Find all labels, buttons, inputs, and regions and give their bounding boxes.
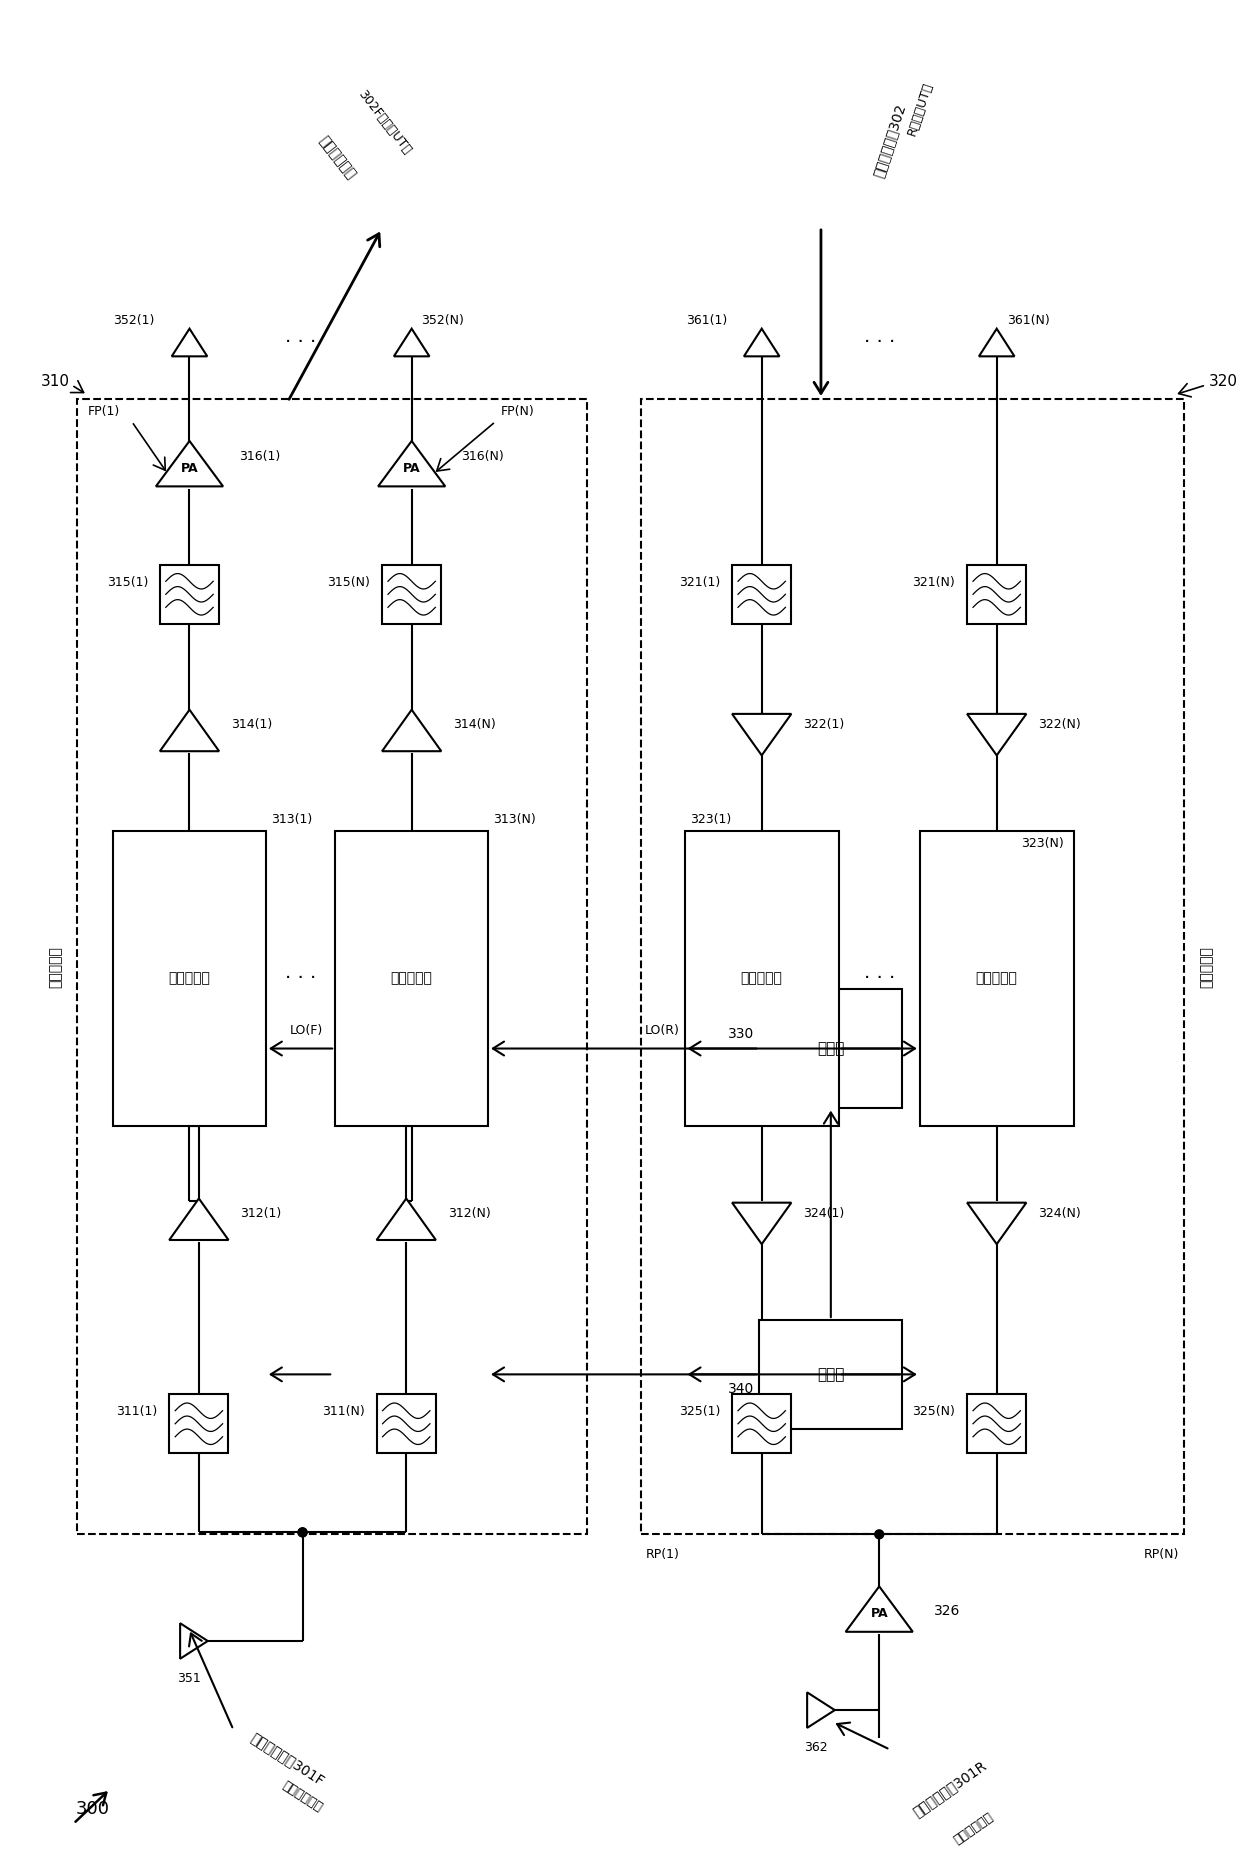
Text: 310: 310 (41, 373, 69, 388)
Text: 321(1): 321(1) (680, 577, 720, 590)
Bar (113, 830, 267, 1125)
Polygon shape (378, 440, 445, 487)
Text: 311(N): 311(N) (322, 1405, 365, 1418)
Text: 325(N): 325(N) (913, 1405, 955, 1418)
Text: 返回服务链路302: 返回服务链路302 (872, 101, 909, 179)
Bar (920, 830, 1074, 1125)
Bar (732, 1394, 791, 1454)
Bar (732, 565, 791, 623)
Text: LO(F): LO(F) (290, 1024, 324, 1037)
Bar (641, 399, 1184, 1534)
Bar (759, 1319, 903, 1429)
Text: 361(N): 361(N) (1007, 313, 1049, 327)
Polygon shape (382, 709, 441, 752)
Text: 315(N): 315(N) (327, 577, 371, 590)
Polygon shape (160, 709, 219, 752)
Text: 313(N): 313(N) (494, 814, 536, 827)
Text: PA: PA (181, 461, 198, 474)
Text: 352(1): 352(1) (114, 313, 155, 327)
Polygon shape (394, 328, 429, 356)
Polygon shape (846, 1586, 913, 1631)
Bar (77, 399, 587, 1534)
Text: 316(N): 316(N) (461, 450, 503, 463)
Text: 频率转换器: 频率转换器 (391, 972, 433, 985)
Text: 320: 320 (1209, 373, 1238, 388)
Text: 前向服务链路: 前向服务链路 (316, 134, 358, 183)
Circle shape (298, 1528, 308, 1538)
Polygon shape (807, 1692, 835, 1728)
Polygon shape (732, 715, 791, 756)
Text: 330: 330 (728, 1026, 754, 1041)
Text: 340: 340 (728, 1383, 754, 1396)
Text: 振荡器: 振荡器 (817, 1041, 844, 1056)
Text: RP(N): RP(N) (1145, 1547, 1179, 1560)
Text: 312(N): 312(N) (448, 1207, 491, 1220)
Text: （去往网关）: （去往网关） (952, 1810, 996, 1847)
Text: 316(1): 316(1) (239, 450, 280, 463)
Text: 311(1): 311(1) (117, 1405, 157, 1418)
Bar (160, 565, 219, 623)
Polygon shape (377, 1198, 435, 1241)
Text: 352(N): 352(N) (422, 313, 465, 327)
Bar (169, 1394, 228, 1454)
Text: （来自网关）: （来自网关） (280, 1780, 325, 1816)
Bar (377, 1394, 435, 1454)
Polygon shape (171, 328, 207, 356)
Circle shape (874, 1530, 884, 1539)
Text: · · ·: · · · (285, 968, 316, 987)
Bar (967, 565, 1027, 623)
Text: RP(1): RP(1) (646, 1547, 680, 1560)
Text: FP(1): FP(1) (87, 405, 119, 418)
Bar (684, 830, 838, 1125)
Text: 323(N): 323(N) (1021, 836, 1064, 849)
Text: PA: PA (870, 1607, 888, 1620)
Text: 302F（去往UT）: 302F（去往UT） (356, 88, 414, 157)
Text: 控制器: 控制器 (817, 1368, 844, 1383)
Text: 361(1): 361(1) (686, 313, 727, 327)
Text: 323(1): 323(1) (689, 814, 730, 827)
Polygon shape (732, 1204, 791, 1245)
Text: 314(1): 314(1) (231, 718, 273, 731)
Text: 322(1): 322(1) (804, 718, 844, 731)
Bar (967, 1394, 1027, 1454)
Bar (335, 830, 489, 1125)
Text: · · ·: · · · (285, 332, 316, 353)
Text: 324(N): 324(N) (1038, 1207, 1081, 1220)
Text: 322(N): 322(N) (1038, 718, 1081, 731)
Text: R（来自UT）: R（来自UT） (905, 80, 935, 136)
Text: 362: 362 (805, 1741, 828, 1754)
Text: 频率转换器: 频率转换器 (740, 972, 782, 985)
Text: · · ·: · · · (863, 968, 895, 987)
Text: 返回转发器: 返回转发器 (1199, 946, 1213, 987)
Text: 325(1): 325(1) (678, 1405, 720, 1418)
Polygon shape (156, 440, 223, 487)
Polygon shape (169, 1198, 228, 1241)
Text: FP(N): FP(N) (501, 405, 534, 418)
Text: PA: PA (403, 461, 420, 474)
Polygon shape (180, 1623, 208, 1659)
Text: 326: 326 (934, 1605, 960, 1618)
Text: 321(N): 321(N) (913, 577, 955, 590)
Text: 312(1): 312(1) (241, 1207, 281, 1220)
Text: 351: 351 (177, 1672, 201, 1685)
Text: 频率转换器: 频率转换器 (169, 972, 211, 985)
Circle shape (298, 1528, 308, 1538)
Text: 返回馈线链路301R: 返回馈线链路301R (910, 1758, 988, 1819)
Text: 314(N): 314(N) (453, 718, 496, 731)
Text: 前向转发器: 前向转发器 (48, 946, 63, 987)
Text: 313(1): 313(1) (272, 814, 312, 827)
Bar (382, 565, 441, 623)
Bar (759, 989, 903, 1108)
Text: LO(R): LO(R) (645, 1024, 680, 1037)
Text: 324(1): 324(1) (804, 1207, 844, 1220)
Polygon shape (978, 328, 1014, 356)
Text: 300: 300 (76, 1801, 109, 1817)
Polygon shape (967, 715, 1027, 756)
Polygon shape (967, 1204, 1027, 1245)
Text: 前向馈线链路301F: 前向馈线链路301F (248, 1730, 327, 1788)
Text: 频率转换器: 频率转换器 (976, 972, 1018, 985)
Text: 315(1): 315(1) (107, 577, 148, 590)
Polygon shape (744, 328, 780, 356)
Text: · · ·: · · · (863, 332, 895, 353)
